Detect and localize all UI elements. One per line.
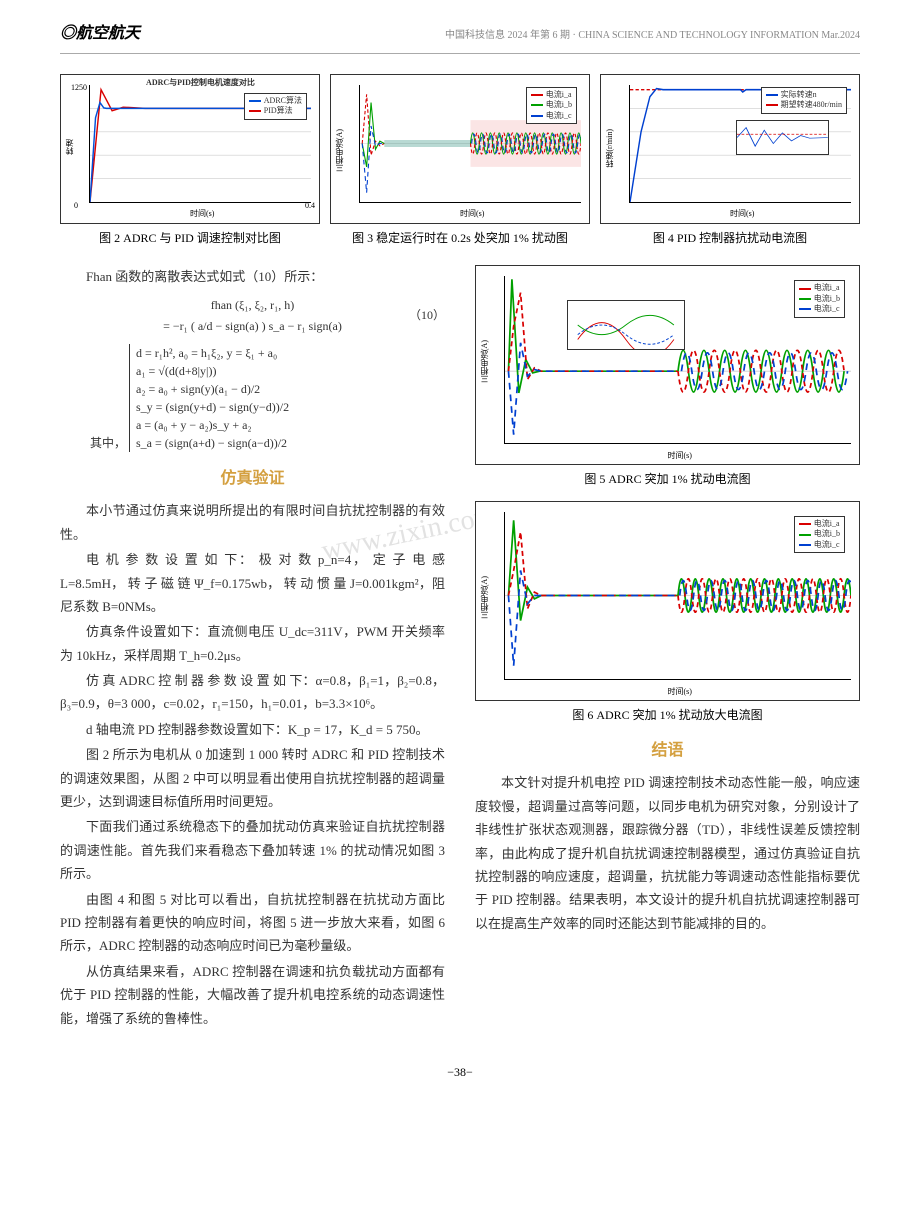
- p9: 从仿真结果来看，ADRC 控制器在调速和抗负载扰动方面都有优于 PID 控制器的…: [60, 960, 445, 1030]
- fig3-caption: 图 3 稳定运行时在 0.2s 处突加 1% 扰动图: [330, 228, 590, 250]
- figure-6: 三相电流(A) 时间(s) 电: [475, 501, 860, 727]
- p7: 下面我们通过系统稳态下的叠加扰动仿真来验证自抗扰控制器的调速性能。首先我们来看稳…: [60, 815, 445, 885]
- equation-where: 其中， d = r₁h², a₀ = h₁ξ₂, y = ξ₁ + a₀ a₁ …: [60, 344, 445, 455]
- section-conclusion: 结语: [475, 737, 860, 766]
- header-category: ◎航空航天: [60, 20, 140, 49]
- figure-4: 转速(r/min) 时间(s) 实际转速n 期望转速480r/min: [600, 74, 860, 250]
- fig3-chart: 三相电流(A) 时间(s): [330, 74, 590, 224]
- equation-10: fhan (ξ₁, ξ₂, r₁, h) = −r₁ ( a/d − sign(…: [60, 295, 445, 338]
- p6: 图 2 所示为电机从 0 加速到 1 000 转时 ADRC 和 PID 控制技…: [60, 743, 445, 813]
- fig6-caption: 图 6 ADRC 突加 1% 扰动放大电流图: [475, 705, 860, 727]
- page-header: ◎航空航天 中国科技信息 2024 年第 6 期 · CHINA SCIENCE…: [60, 20, 860, 54]
- left-column: Fhan 函数的离散表达式如式（10）所示： fhan (ξ₁, ξ₂, r₁,…: [60, 265, 445, 1032]
- fig2-caption: 图 2 ADRC 与 PID 调速控制对比图: [60, 228, 320, 250]
- p8: 由图 4 和图 5 对比可以看出，自抗扰控制器在抗扰动方面比 PID 控制器有着…: [60, 888, 445, 958]
- fig6-chart: 三相电流(A) 时间(s) 电: [475, 501, 860, 701]
- section-simulation: 仿真验证: [60, 465, 445, 494]
- figure-2: 转速 时间(s) ADRC与PID控制电机速度对比 ADRC算法 PID算法 0: [60, 74, 320, 250]
- fig2-chart: 转速 时间(s) ADRC与PID控制电机速度对比 ADRC算法 PID算法 0: [60, 74, 320, 224]
- fig4-caption: 图 4 PID 控制器抗扰动电流图: [600, 228, 860, 250]
- p2: 电 机 参 数 设 置 如 下： 极 对 数 p_n=4， 定 子 电 感 L=…: [60, 548, 445, 618]
- figure-row-top: 转速 时间(s) ADRC与PID控制电机速度对比 ADRC算法 PID算法 0: [60, 74, 860, 250]
- figure-3: 三相电流(A) 时间(s): [330, 74, 590, 250]
- p1: 本小节通过仿真来说明所提出的有限时间自抗扰控制器的有效性。: [60, 499, 445, 546]
- p4: 仿 真 ADRC 控 制 器 参 数 设 置 如 下：α=0.8，β₁=1，β₂…: [60, 669, 445, 716]
- fhan-intro: Fhan 函数的离散表达式如式（10）所示：: [60, 265, 445, 288]
- fig5-caption: 图 5 ADRC 突加 1% 扰动电流图: [475, 469, 860, 491]
- fig5-chart: 三相电流(A) 时间(s) 电: [475, 265, 860, 465]
- body-columns: www.zixin.com.cn Fhan 函数的离散表达式如式（10）所示： …: [60, 265, 860, 1032]
- right-column: 三相电流(A) 时间(s) 电: [475, 265, 860, 1032]
- page-number: −38−: [60, 1062, 860, 1084]
- fig4-chart: 转速(r/min) 时间(s) 实际转速n 期望转速480r/min: [600, 74, 860, 224]
- p5: d 轴电流 PD 控制器参数设置如下：K_p = 17，K_d = 5 750。: [60, 718, 445, 741]
- p3: 仿真条件设置如下：直流侧电压 U_dc=311V，PWM 开关频率为 10kHz…: [60, 620, 445, 667]
- p-conclusion: 本文针对提升机电控 PID 调速控制技术动态性能一般，响应速度较慢，超调量过高等…: [475, 771, 860, 935]
- figure-5: 三相电流(A) 时间(s) 电: [475, 265, 860, 491]
- header-meta: 中国科技信息 2024 年第 6 期 · CHINA SCIENCE AND T…: [445, 27, 860, 45]
